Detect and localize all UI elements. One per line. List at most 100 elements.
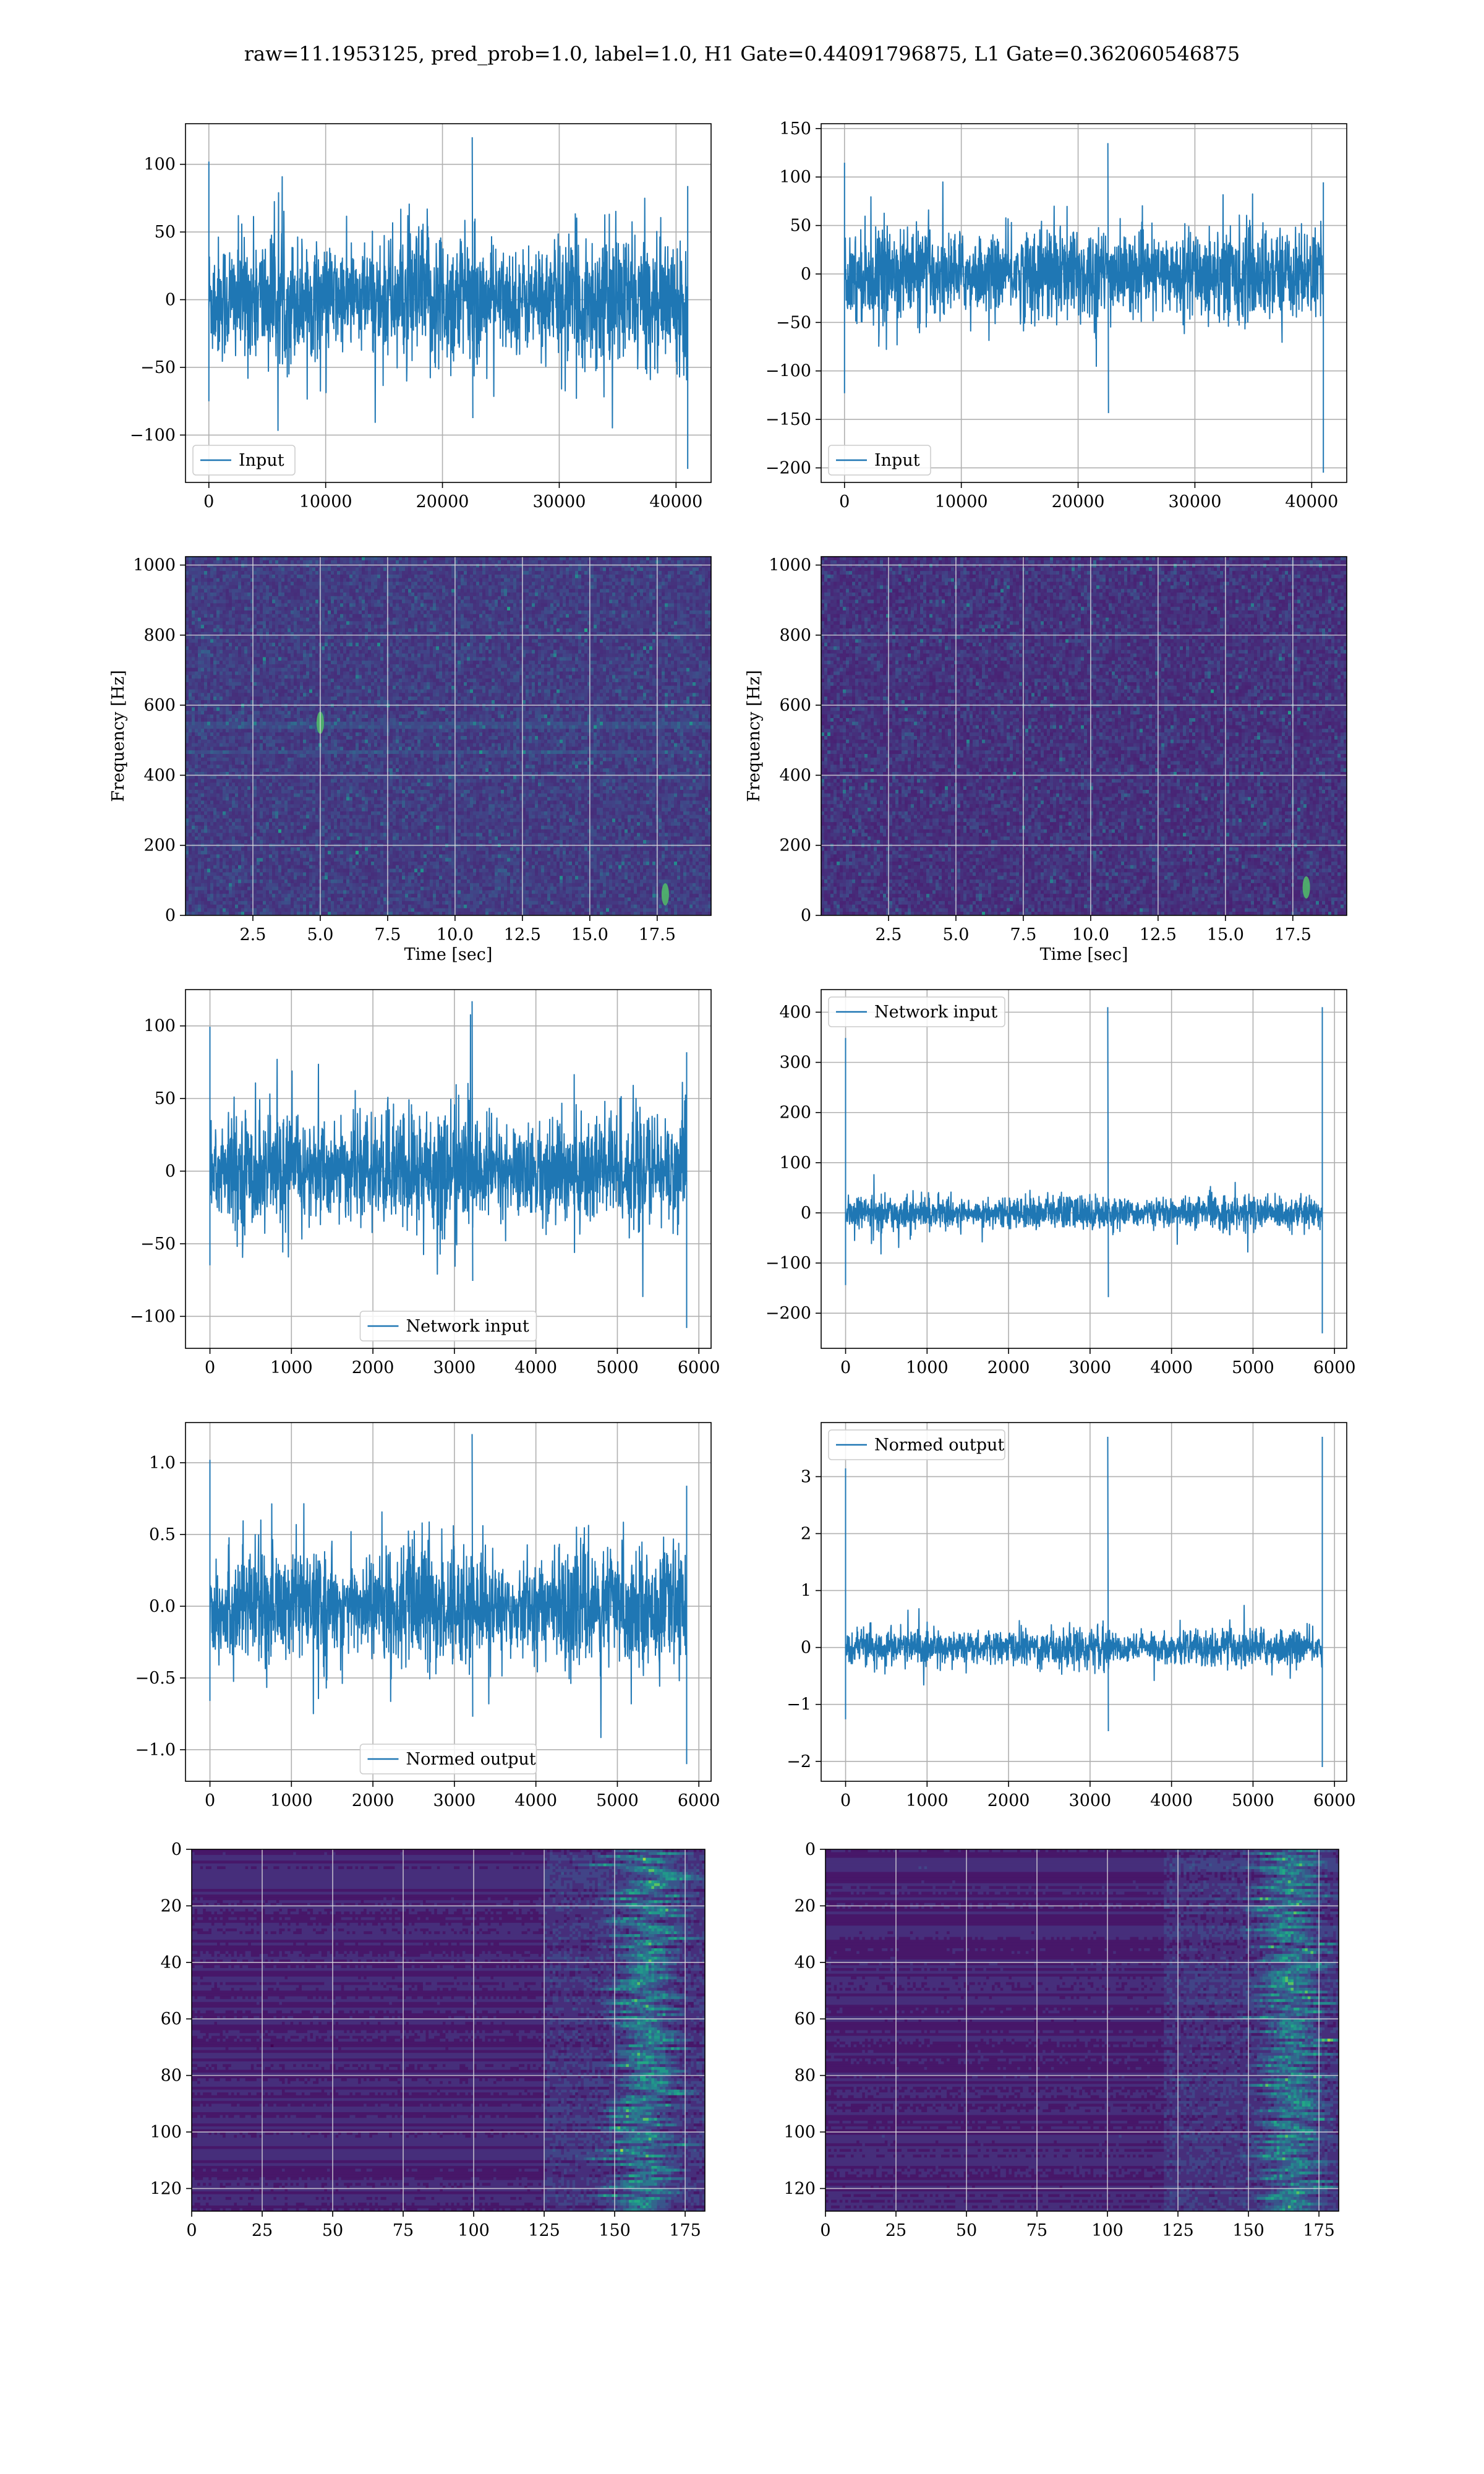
spectrogram-cell	[247, 596, 251, 601]
spectrogram-cell	[479, 639, 483, 643]
spectrogram-cell	[216, 560, 220, 565]
spectrogram-cell	[708, 599, 711, 604]
spectrogram-cell	[201, 628, 205, 633]
spectrogram-cell	[312, 614, 316, 618]
spectrogram-cell	[362, 653, 365, 657]
spectrogram-cell	[281, 560, 285, 565]
spectrogram-cell	[646, 639, 650, 643]
spectrogram-cell	[445, 596, 449, 601]
spectrogram-cell	[306, 625, 310, 629]
spectrogram-cell	[696, 567, 699, 571]
spectrogram-cell	[281, 646, 285, 651]
spectrogram-cell	[254, 635, 257, 640]
spectrogram-cell	[349, 563, 353, 568]
spectrogram-cell	[204, 614, 208, 618]
spectrogram-cell	[210, 607, 214, 611]
spectrogram-cell	[250, 603, 254, 607]
spectrogram-cell	[498, 599, 501, 604]
spectrogram-cell	[597, 657, 600, 661]
spectrogram-cell	[204, 639, 208, 643]
spectrogram-cell	[600, 635, 603, 640]
spectrogram-cell	[414, 653, 418, 657]
spectrogram-cell	[312, 575, 316, 579]
spectrogram-cell	[464, 653, 467, 657]
spectrogram-cell	[693, 557, 696, 561]
spectrogram-cell	[479, 657, 483, 661]
spectrogram-cell	[186, 617, 189, 622]
spectrogram-cell	[473, 653, 477, 657]
spectrogram-cell	[210, 567, 214, 571]
spectrogram-cell	[473, 621, 477, 625]
spectrogram-cell	[473, 578, 477, 583]
spectrogram-cell	[479, 567, 483, 571]
spectrogram-cell	[451, 610, 455, 615]
spectrogram-cell	[652, 599, 656, 604]
spectrogram-cell	[458, 607, 461, 611]
spectrogram-cell	[473, 571, 477, 575]
spectrogram-cell	[529, 621, 532, 625]
spectrogram-cell	[615, 581, 619, 586]
spectrogram-cell	[198, 653, 202, 657]
spectrogram-cell	[634, 560, 638, 565]
spectrogram-cell	[272, 639, 276, 643]
spectrogram-cell	[334, 575, 338, 579]
spectrogram-cell	[646, 560, 650, 565]
spectrogram-cell	[315, 649, 319, 654]
spectrogram-cell	[291, 657, 294, 661]
spectrogram-cell	[430, 578, 433, 583]
spectrogram-cell	[501, 614, 505, 618]
spectrogram-cell	[340, 610, 344, 615]
spectrogram-cell	[476, 657, 480, 661]
spectrogram-cell	[696, 557, 699, 561]
spectrogram-cell	[578, 560, 582, 565]
spectrogram-cell	[371, 617, 375, 622]
spectrogram-cell	[430, 657, 433, 661]
spectrogram-cell	[526, 599, 529, 604]
spectrogram-cell	[393, 603, 396, 607]
spectrogram-cell	[507, 621, 511, 625]
spectrogram-cell	[529, 607, 532, 611]
spectrogram-cell	[349, 653, 353, 657]
spectrogram-cell	[368, 593, 372, 597]
spectrogram-cell	[380, 621, 384, 625]
spectrogram-cell	[529, 625, 532, 629]
spectrogram-cell	[547, 646, 551, 651]
spectrogram-cell	[420, 560, 424, 565]
spectrogram-cell	[458, 639, 461, 643]
spectrogram-cell	[343, 607, 347, 611]
spectrogram-cell	[547, 643, 551, 647]
spectrogram-cell	[485, 575, 489, 579]
spectrogram-cell	[563, 581, 566, 586]
spectrogram-cell	[677, 649, 681, 654]
spectrogram-cell	[680, 635, 684, 640]
spectrogram-cell	[522, 621, 526, 625]
spectrogram-cell	[445, 593, 449, 597]
spectrogram-cell	[439, 657, 443, 661]
spectrogram-cell	[634, 610, 638, 615]
spectrogram-cell	[479, 607, 483, 611]
spectrogram-cell	[195, 571, 198, 575]
spectrogram-cell	[652, 621, 656, 625]
spectrogram-cell	[541, 599, 545, 604]
spectrogram-cell	[535, 646, 539, 651]
spectrogram-cell	[297, 585, 301, 589]
spectrogram-cell	[631, 563, 634, 568]
spectrogram-cell	[306, 617, 310, 622]
spectrogram-cell	[223, 610, 226, 615]
spectrogram-cell	[612, 575, 616, 579]
spectrogram-cell	[284, 607, 288, 611]
spectrogram-cell	[680, 653, 684, 657]
spectrogram-cell	[529, 578, 532, 583]
spectrogram-cell	[461, 603, 464, 607]
spectrogram-cell	[371, 589, 375, 593]
spectrogram-cell	[433, 596, 437, 601]
spectrogram-cell	[544, 578, 548, 583]
spectrogram-cell	[216, 646, 220, 651]
spectrogram-cell	[519, 603, 523, 607]
spectrogram-cell	[213, 589, 217, 593]
spectrogram-cell	[189, 589, 192, 593]
spectrogram-cell	[427, 657, 430, 661]
spectrogram-cell	[699, 625, 702, 629]
spectrogram-cell	[334, 625, 338, 629]
spectrogram-cell	[541, 589, 545, 593]
